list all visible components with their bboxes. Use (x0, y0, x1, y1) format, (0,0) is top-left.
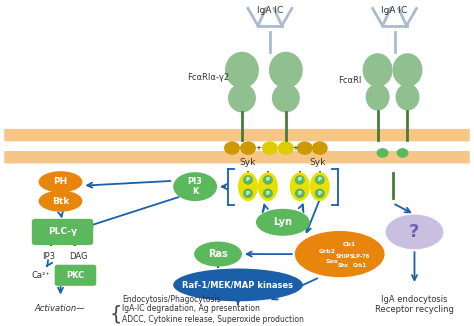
Ellipse shape (263, 188, 273, 198)
Text: PKC: PKC (66, 271, 84, 280)
Text: IP3: IP3 (42, 251, 55, 260)
Ellipse shape (363, 53, 392, 87)
Text: IgA endocytosis
Receptor recycling: IgA endocytosis Receptor recycling (375, 295, 454, 314)
Text: FcαRI: FcαRI (338, 76, 362, 85)
Ellipse shape (272, 83, 300, 112)
Text: PI3
K: PI3 K (188, 177, 202, 196)
Ellipse shape (295, 175, 305, 185)
Ellipse shape (243, 175, 253, 185)
Ellipse shape (263, 175, 273, 185)
Ellipse shape (376, 148, 389, 158)
Text: Ras: Ras (208, 249, 228, 259)
Ellipse shape (315, 175, 325, 185)
Ellipse shape (38, 171, 82, 192)
Ellipse shape (240, 141, 256, 155)
Text: IgA-IC degradation, Ag presentation: IgA-IC degradation, Ag presentation (122, 304, 260, 314)
Text: Syk: Syk (310, 158, 326, 167)
Ellipse shape (290, 172, 310, 201)
Text: Activation—: Activation— (35, 304, 85, 314)
FancyBboxPatch shape (4, 129, 470, 141)
Text: SLP-76: SLP-76 (349, 255, 370, 259)
Text: P: P (266, 177, 270, 182)
Text: Crk1: Crk1 (353, 263, 367, 268)
Ellipse shape (365, 83, 390, 111)
Text: Raf-1/MEK/MAP kinases: Raf-1/MEK/MAP kinases (182, 280, 293, 289)
Ellipse shape (295, 231, 384, 277)
Text: Endocytosis/Phagocytosis: Endocytosis/Phagocytosis (122, 295, 221, 304)
Ellipse shape (38, 190, 82, 212)
Ellipse shape (194, 242, 242, 267)
Ellipse shape (269, 52, 303, 88)
Text: P: P (318, 177, 322, 182)
Ellipse shape (392, 53, 422, 87)
Ellipse shape (262, 141, 278, 155)
Ellipse shape (278, 141, 294, 155)
Ellipse shape (173, 172, 217, 201)
Text: P: P (298, 177, 302, 182)
Ellipse shape (385, 215, 443, 249)
Text: Grb2: Grb2 (319, 249, 336, 254)
Text: PH: PH (54, 177, 68, 186)
Ellipse shape (315, 188, 325, 198)
Text: Lyn: Lyn (273, 217, 292, 227)
Text: Shc: Shc (337, 263, 348, 268)
Text: +: + (292, 145, 298, 151)
Text: DAG: DAG (69, 251, 88, 260)
Text: P: P (318, 191, 322, 196)
Ellipse shape (243, 188, 253, 198)
FancyBboxPatch shape (55, 265, 96, 286)
Text: PLC-γ: PLC-γ (48, 228, 77, 236)
Text: Syk: Syk (240, 158, 256, 167)
FancyBboxPatch shape (32, 219, 93, 245)
Text: ADCC, Cytokine release, Superoxide production: ADCC, Cytokine release, Superoxide produ… (122, 315, 304, 324)
Ellipse shape (238, 172, 258, 201)
Text: IgA IC: IgA IC (382, 6, 408, 15)
Text: +: + (255, 145, 261, 151)
Ellipse shape (256, 209, 310, 236)
Text: P: P (298, 191, 302, 196)
Ellipse shape (173, 269, 303, 301)
Text: P: P (246, 177, 250, 182)
Ellipse shape (312, 141, 328, 155)
Text: Sos: Sos (326, 259, 338, 264)
Text: ?: ? (409, 223, 419, 241)
Text: Btk: Btk (52, 197, 69, 206)
Ellipse shape (225, 52, 259, 88)
Text: {: { (109, 304, 121, 323)
Text: IgA IC: IgA IC (257, 6, 283, 15)
Text: Ca²⁺: Ca²⁺ (31, 271, 50, 280)
Text: SHIP: SHIP (336, 255, 350, 259)
Ellipse shape (310, 172, 330, 201)
Ellipse shape (295, 188, 305, 198)
Ellipse shape (395, 83, 419, 111)
Text: FcαRIα-γ2: FcαRIα-γ2 (187, 73, 229, 82)
Ellipse shape (397, 148, 409, 158)
Ellipse shape (228, 83, 256, 112)
Ellipse shape (297, 141, 313, 155)
Text: P: P (266, 191, 270, 196)
FancyBboxPatch shape (4, 151, 470, 164)
Text: P: P (246, 191, 250, 196)
Ellipse shape (224, 141, 240, 155)
Ellipse shape (258, 172, 278, 201)
Text: Cb1: Cb1 (343, 242, 356, 247)
